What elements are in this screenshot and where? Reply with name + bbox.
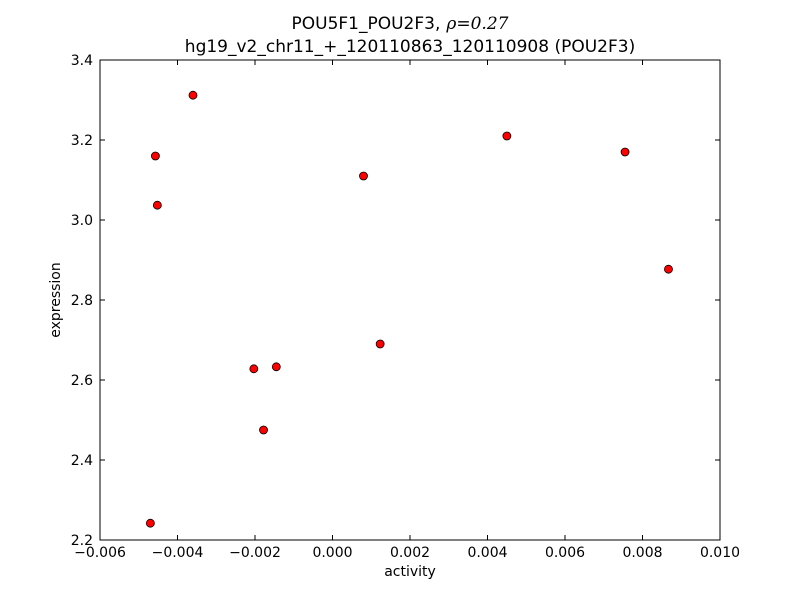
chart-title-line2: hg19_v2_chr11_+_120110863_120110908 (POU…	[185, 37, 635, 57]
x-tick-label: −0.002	[229, 545, 281, 561]
x-tick-label: 0.000	[312, 545, 352, 561]
data-point	[145, 518, 155, 528]
y-tick-label: 3.4	[71, 53, 93, 69]
y-axis-label: expression	[48, 262, 64, 338]
x-tick-label: −0.004	[152, 545, 204, 561]
y-tick-label: 2.4	[71, 453, 93, 469]
title-rho-symbol: ρ	[445, 14, 456, 34]
axis-ticks: −0.006 −0.004 −0.002 0.000 0.002 0.004 0.006 0.…	[71, 53, 740, 561]
data-point	[271, 362, 281, 372]
data-point	[502, 131, 512, 141]
y-tick-label: 3.2	[71, 133, 93, 149]
chart-title-line1: POU5F1_POU2F3, ρ=0.27	[292, 14, 509, 34]
data-point	[664, 264, 673, 274]
data-point	[259, 425, 268, 435]
x-axis-label: activity	[384, 564, 436, 580]
x-tick-label: 0.008	[622, 545, 662, 561]
y-tick-label: 3.0	[71, 213, 93, 229]
y-tick-label: 2.8	[71, 293, 93, 309]
data-point	[620, 147, 630, 157]
data-point	[152, 200, 162, 210]
data-points	[145, 90, 673, 528]
y-tick-label: 2.6	[71, 373, 93, 389]
title-gene-pair: POU5F1_POU2F3,	[292, 14, 441, 34]
data-point	[375, 339, 385, 349]
plot-frame	[99, 59, 721, 541]
x-tick-label: −0.006	[74, 545, 126, 561]
x-tick-label: 0.006	[545, 545, 585, 561]
data-point	[188, 90, 198, 100]
y-tick-label: 2.2	[71, 533, 93, 549]
title-rho-value: =0.27	[456, 14, 508, 34]
data-point	[359, 171, 368, 181]
data-point	[151, 151, 160, 161]
x-tick-label: 0.002	[390, 545, 430, 561]
data-point	[249, 364, 259, 374]
x-tick-label: 0.010	[700, 545, 740, 561]
x-tick-label: 0.004	[467, 545, 507, 561]
